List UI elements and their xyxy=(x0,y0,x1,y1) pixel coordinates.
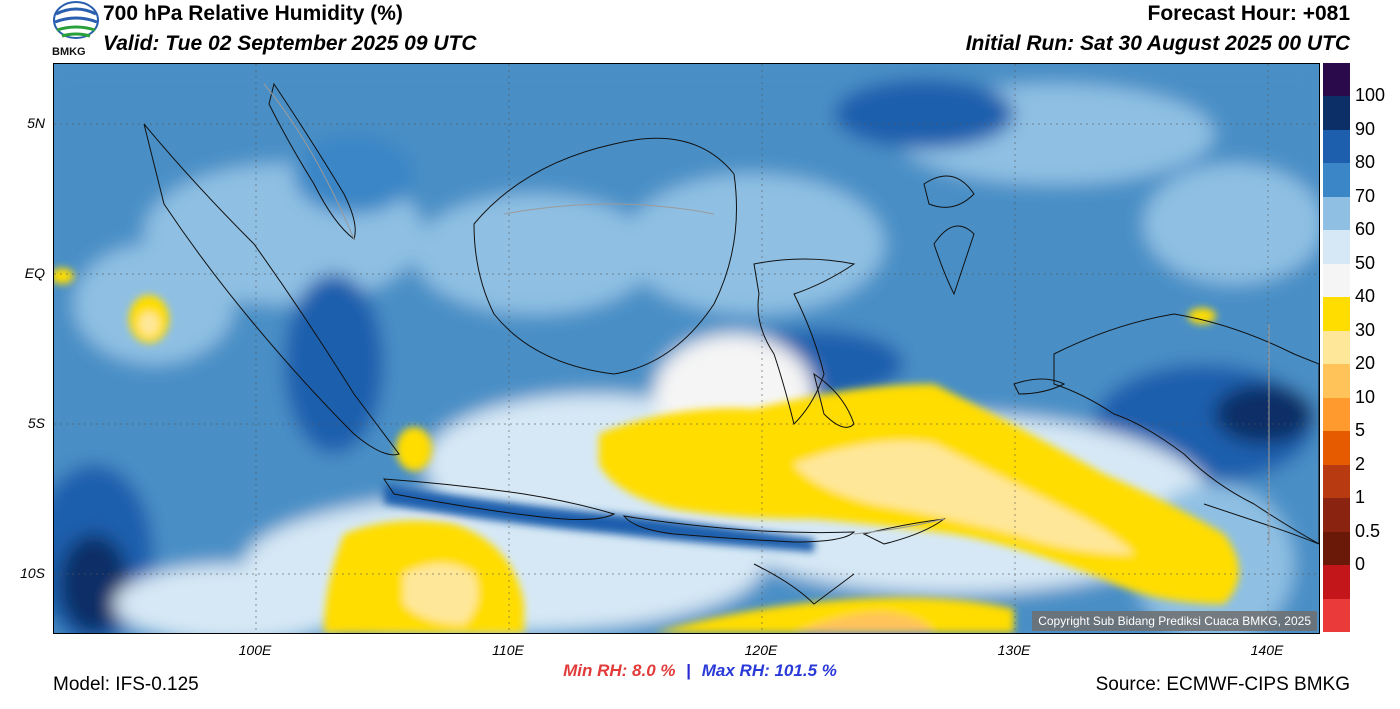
colorbar-segment xyxy=(1323,397,1350,432)
bmkg-logo-icon xyxy=(53,1,99,39)
lon-label-110e: 110E xyxy=(492,642,524,658)
coastlines xyxy=(143,82,1319,605)
colorbar-segment xyxy=(1323,565,1350,600)
source-label: Source: ECMWF-CIPS BMKG xyxy=(1095,674,1350,695)
lon-label-100e: 100E xyxy=(238,642,272,658)
chart-title: 700 hPa Relative Humidity (%) xyxy=(103,2,403,25)
colorbar-segment xyxy=(1323,598,1350,633)
colorbar-level-label: 30 xyxy=(1355,319,1376,340)
grid-lines xyxy=(54,64,1319,633)
colorbar-segment xyxy=(1323,63,1350,97)
lat-label-5s: 5S xyxy=(27,415,45,431)
copyright-notice: Copyright Sub Bidang Prediksi Cuaca BMKG… xyxy=(1032,611,1317,631)
bmkg-logo: BMKG xyxy=(50,0,102,60)
initial-run: Initial Run: Sat 30 August 2025 00 UTC xyxy=(965,32,1350,55)
colorbar-level-label: 100 xyxy=(1355,85,1386,106)
max-rh: Max RH: 101.5 % xyxy=(701,661,837,680)
lat-label-5n: 5N xyxy=(27,115,45,131)
borders xyxy=(263,83,1270,544)
rh-stats: Min RH: 8.0 % | Max RH: 101.5 % xyxy=(0,661,1400,681)
colorbar-level-label: 0.5 xyxy=(1355,520,1381,541)
colorbar-level-label: 90 xyxy=(1355,118,1376,139)
colorbar-level-label: 1 xyxy=(1355,487,1366,508)
colorbar-level-label: 5 xyxy=(1355,420,1366,441)
logo-text: BMKG xyxy=(52,46,86,58)
colorbar-level-label: 60 xyxy=(1355,219,1376,240)
colorbar-level-label: 0 xyxy=(1355,554,1366,575)
colorbar-segment xyxy=(1323,431,1350,466)
colorbar-level-label: 40 xyxy=(1355,286,1376,307)
colorbar-segment xyxy=(1323,96,1350,131)
lon-label-120e: 120E xyxy=(744,642,778,658)
colorbar-level-label: 2 xyxy=(1355,453,1366,474)
forecast-hour: Forecast Hour: +081 xyxy=(1147,2,1351,25)
colorbar-level-label: 20 xyxy=(1355,353,1376,374)
stats-separator: | xyxy=(686,661,692,680)
colorbar-segment xyxy=(1323,531,1350,566)
colorbar-level-label: 80 xyxy=(1355,152,1376,173)
colorbar-segment xyxy=(1323,263,1350,298)
lat-label-eq: EQ xyxy=(24,265,45,281)
colorbar-level-label: 50 xyxy=(1355,252,1376,273)
colorbar-segment xyxy=(1323,196,1350,231)
colorbar-level-label: 70 xyxy=(1355,185,1376,206)
model-label: Model: IFS-0.125 xyxy=(53,674,199,695)
colorbar-segment xyxy=(1323,297,1350,332)
colorbar-segment xyxy=(1323,330,1350,365)
colorbar-segment xyxy=(1323,163,1350,198)
humidity-map: Copyright Sub Bidang Prediksi Cuaca BMKG… xyxy=(53,63,1320,634)
humidity-field xyxy=(54,64,1319,633)
min-rh: Min RH: 8.0 % xyxy=(563,661,676,680)
colorbar xyxy=(1323,63,1350,633)
valid-time: Valid: Tue 02 September 2025 09 UTC xyxy=(103,32,477,55)
colorbar-segment xyxy=(1323,230,1350,265)
colorbar-segment xyxy=(1323,498,1350,533)
colorbar-segment xyxy=(1323,364,1350,399)
lat-label-10s: 10S xyxy=(20,565,45,581)
colorbar-level-label: 10 xyxy=(1355,386,1376,407)
colorbar-segment xyxy=(1323,129,1350,164)
lon-label-140e: 140E xyxy=(1250,642,1284,658)
colorbar-segment xyxy=(1323,464,1350,499)
lon-label-130e: 130E xyxy=(997,642,1031,658)
